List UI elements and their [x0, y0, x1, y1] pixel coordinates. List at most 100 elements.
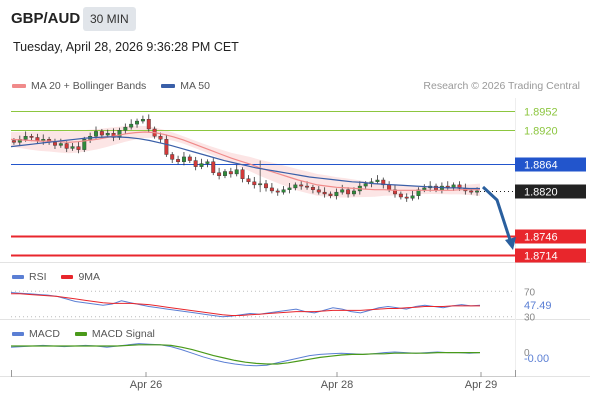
candle-body: [29, 136, 34, 138]
candle-body: [76, 146, 81, 150]
chart-datetime: Tuesday, April 28, 2026 9:36:28 PM CET: [13, 40, 239, 54]
candle-body: [422, 187, 427, 190]
time-tick-label: Apr 29: [465, 379, 497, 391]
chart-header: GBP/AUD 30 MIN Tuesday, April 28, 2026 9…: [0, 0, 590, 70]
candle-body: [11, 140, 16, 143]
main-legend: MA 20 + Bollinger Bands MA 50: [12, 80, 222, 94]
rsi-ref-label-30: 30: [524, 313, 536, 324]
candle-body: [410, 195, 415, 199]
candle-body: [217, 172, 222, 176]
candle-body: [445, 185, 450, 188]
candle-body: [70, 146, 75, 149]
candle-body: [351, 190, 356, 195]
legend-ma50-label: MA 50: [180, 80, 210, 92]
candle-body: [176, 159, 181, 162]
ma50-line: [10, 136, 480, 190]
candle-body: [299, 184, 304, 187]
candle-body: [164, 139, 169, 155]
legend-macd: MACD: [12, 328, 60, 340]
timeframe-badge[interactable]: 30 MIN: [83, 7, 136, 31]
macd-legend: MACD MACD Signal: [12, 328, 167, 340]
macd-ref-label: 0: [524, 348, 530, 359]
candle-body: [328, 193, 333, 196]
level-label-1.8952: 1.8952: [524, 107, 558, 119]
candle-body: [375, 179, 380, 183]
candle-body: [240, 169, 245, 179]
candle-body: [158, 136, 163, 140]
candle-body: [381, 179, 386, 186]
candle-body: [193, 160, 198, 167]
candle-body: [264, 183, 268, 189]
candle-body: [223, 171, 227, 176]
rsi-line: [10, 292, 481, 318]
level-tag-1.8714: [515, 248, 586, 263]
candle-body: [305, 185, 310, 188]
ma20-line: [10, 131, 480, 191]
candle-body: [398, 193, 403, 198]
candle-body: [64, 143, 69, 149]
level-label-1.8920: 1.8920: [524, 126, 558, 138]
macd-signal-line: [11, 344, 480, 365]
candle-body: [275, 190, 280, 193]
candle-body: [287, 187, 292, 190]
candle-body: [129, 123, 134, 128]
candle-body: [123, 126, 128, 131]
rsi-ma-swatch: [61, 275, 74, 280]
rsi-swatch: [12, 275, 24, 280]
rsi-ref-label-70: 70: [524, 287, 536, 298]
time-tick-label: Apr 26: [130, 379, 162, 391]
rsi-legend: RSI 9MA: [12, 271, 112, 283]
candle-body: [316, 189, 321, 193]
candle-body: [94, 131, 98, 137]
candle-body: [346, 189, 351, 195]
candle-body: [181, 156, 186, 162]
legend-macd-label: MACD: [29, 328, 60, 340]
candle-body: [82, 139, 87, 150]
candle-body: [211, 161, 216, 173]
candle-body: [105, 133, 110, 136]
level-label-1.8746: 1.8746: [524, 232, 558, 244]
candle-body: [199, 163, 204, 167]
candle-body: [99, 131, 104, 136]
candle-body: [340, 189, 345, 193]
forecast-arrowhead: [505, 237, 516, 250]
candle-body: [387, 184, 392, 190]
legend-ma50: MA 50: [161, 80, 210, 92]
level-label-1.8714: 1.8714: [524, 251, 558, 263]
candle-body: [187, 156, 192, 161]
legend-macd-signal: MACD Signal: [74, 328, 155, 340]
currency-pair-title: GBP/AUD: [11, 10, 81, 27]
legend-rsi-label: RSI: [29, 271, 47, 283]
bollinger-band: [11, 125, 480, 198]
candle-body: [58, 143, 63, 146]
candle-body: [140, 119, 145, 122]
candle-body: [404, 196, 409, 199]
rsi-ma-line: [11, 293, 480, 316]
level-label-1.8820: 1.8820: [524, 187, 558, 199]
time-tick-label: Apr 28: [321, 379, 353, 391]
candle-body: [234, 169, 239, 175]
legend-rsi-ma-label: 9MA: [78, 271, 101, 283]
level-tag-1.8864: [515, 157, 586, 172]
candle-body: [334, 191, 339, 196]
candle-body: [469, 190, 474, 193]
candle-body: [310, 187, 315, 190]
candle-body: [53, 142, 57, 146]
level-label-1.8864: 1.8864: [524, 160, 558, 172]
ma20-swatch: [12, 84, 26, 89]
candle-body: [293, 184, 298, 189]
candle-body: [451, 184, 456, 188]
candle-body: [269, 187, 274, 192]
legend-macd-signal-label: MACD Signal: [91, 328, 155, 340]
candle-body: [146, 119, 151, 130]
candle-body: [246, 178, 251, 183]
macd-swatch: [12, 332, 24, 337]
candle-body: [475, 190, 480, 193]
candle-body: [135, 120, 140, 125]
legend-rsi-ma: 9MA: [61, 271, 100, 283]
candle-body: [322, 191, 327, 195]
level-tag-1.8746: [515, 229, 586, 244]
copyright-notice: Research © 2026 Trading Central: [423, 80, 580, 92]
ma50-swatch: [161, 84, 176, 89]
